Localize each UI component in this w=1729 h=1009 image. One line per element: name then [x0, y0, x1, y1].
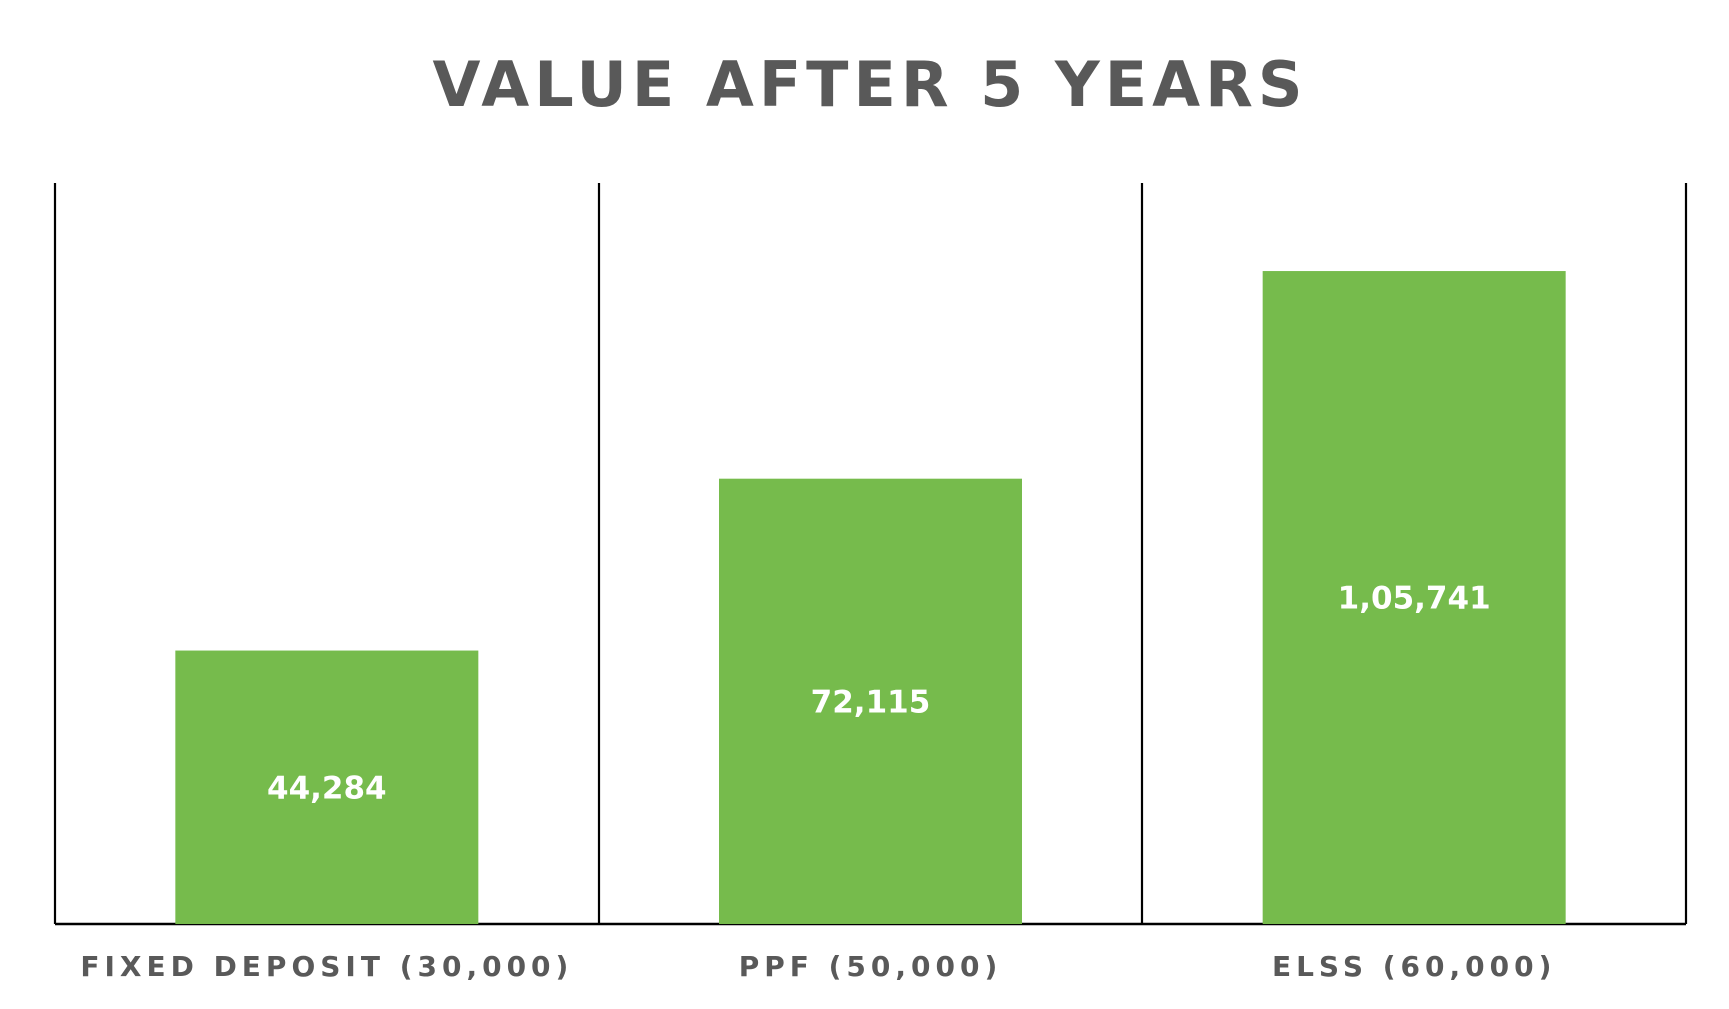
- bar: [719, 478, 1022, 924]
- category-labels-group: FIXED DEPOSIT (30,000) PPF (50,000) ELSS (…: [80, 950, 1556, 983]
- bar-value-label: 1,05,741: [1338, 581, 1491, 617]
- chart-title: VALUE AFTER 5 YEARS: [433, 48, 1308, 121]
- bar: [175, 650, 479, 924]
- category-label: PPF (50,000): [739, 950, 1003, 983]
- data-labels-group: 44,284 72,115 1,05,741: [267, 581, 1491, 807]
- category-label: ELSS (60,000): [1272, 950, 1556, 983]
- bar-value-label: 72,115: [811, 684, 931, 720]
- bar: [1262, 271, 1566, 924]
- category-label: FIXED DEPOSIT (30,000): [80, 950, 573, 983]
- bars-group: [175, 271, 1566, 924]
- bar-value-label: 44,284: [267, 770, 387, 806]
